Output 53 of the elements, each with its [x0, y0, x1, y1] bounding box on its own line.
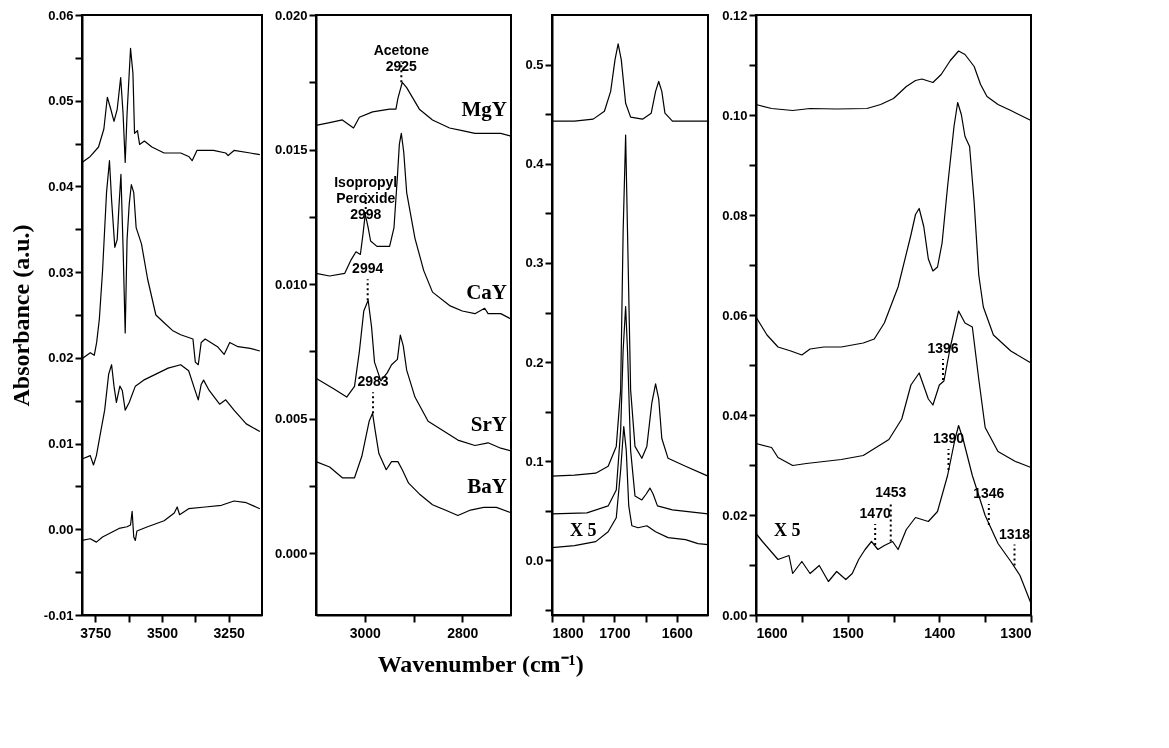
annotation: 2994 — [352, 260, 384, 277]
annotation: 2983 — [357, 373, 389, 390]
y-tick-label: 0.3 — [525, 255, 544, 271]
y-axis-title: Absorbance (a.u.) — [7, 224, 34, 407]
y-tick-label: 0.12 — [722, 7, 748, 23]
x-tick-label: 1400 — [924, 624, 956, 641]
series-label: CaY — [466, 280, 507, 305]
legend-label: SrY — [470, 411, 507, 436]
y-tick-label: 0.0 — [525, 552, 544, 568]
annotation: 1453 — [875, 483, 907, 500]
x-tick-label: 1600 — [756, 624, 788, 641]
y-tick-label: 0.4 — [525, 156, 545, 172]
x-axis-title: Wavenumber (cm⁻¹) — [377, 651, 584, 677]
x-tick-label: 1700 — [599, 624, 631, 641]
x-tick-label: 1300 — [1000, 624, 1032, 641]
y-tick-label: 0.06 — [48, 7, 74, 23]
x-tick-label: 1600 — [661, 624, 694, 641]
y-tick-label: 0.03 — [48, 264, 74, 280]
x-tick-label: 2800 — [447, 624, 479, 641]
annotation: Acetone 2925 — [373, 42, 430, 75]
y-tick-label: 0.02 — [722, 507, 748, 523]
y-tick-label: 0.01 — [48, 436, 74, 452]
y-tick-label: -0.01 — [43, 607, 74, 623]
y-tick-label: 0.05 — [48, 93, 74, 109]
annotation: X 5 — [774, 520, 801, 540]
x-tick-label: 3500 — [146, 624, 179, 641]
y-tick-label: 0.010 — [274, 276, 308, 292]
y-tick-label: 0.020 — [274, 7, 308, 23]
x-tick-label: 3250 — [213, 624, 245, 641]
y-tick-label: 0.06 — [722, 307, 748, 323]
y-tick-label: 0.000 — [274, 545, 308, 561]
y-tick-label: 0.1 — [525, 453, 544, 469]
y-tick-label: 0.04 — [48, 178, 75, 194]
y-tick-label: 0.5 — [525, 57, 544, 73]
legend-label: MgY — [461, 97, 507, 122]
y-tick-label: 0.10 — [722, 107, 748, 123]
y-tick-label: 0.02 — [48, 350, 74, 366]
y-tick-label: 0.2 — [525, 354, 544, 370]
x-tick-label: 1500 — [832, 624, 864, 641]
annotation: Isopropyl Peroxide 2998 — [334, 174, 398, 223]
x-tick-label: 3750 — [80, 624, 112, 641]
annotation: X 5 — [570, 520, 597, 540]
series-label: BaY — [467, 473, 507, 498]
y-tick-label: 0.08 — [722, 207, 748, 223]
annotation: 1470 — [859, 505, 891, 521]
y-tick-label: 0.00 — [722, 607, 748, 623]
y-tick-label: 0.015 — [274, 142, 308, 158]
annotation: 1318 — [998, 525, 1031, 542]
y-tick-label: 0.005 — [274, 411, 308, 427]
x-tick-label: 1800 — [552, 624, 584, 641]
y-tick-label: 0.00 — [48, 521, 74, 537]
y-tick-label: 0.04 — [722, 407, 749, 423]
x-tick-label: 3000 — [349, 624, 382, 641]
